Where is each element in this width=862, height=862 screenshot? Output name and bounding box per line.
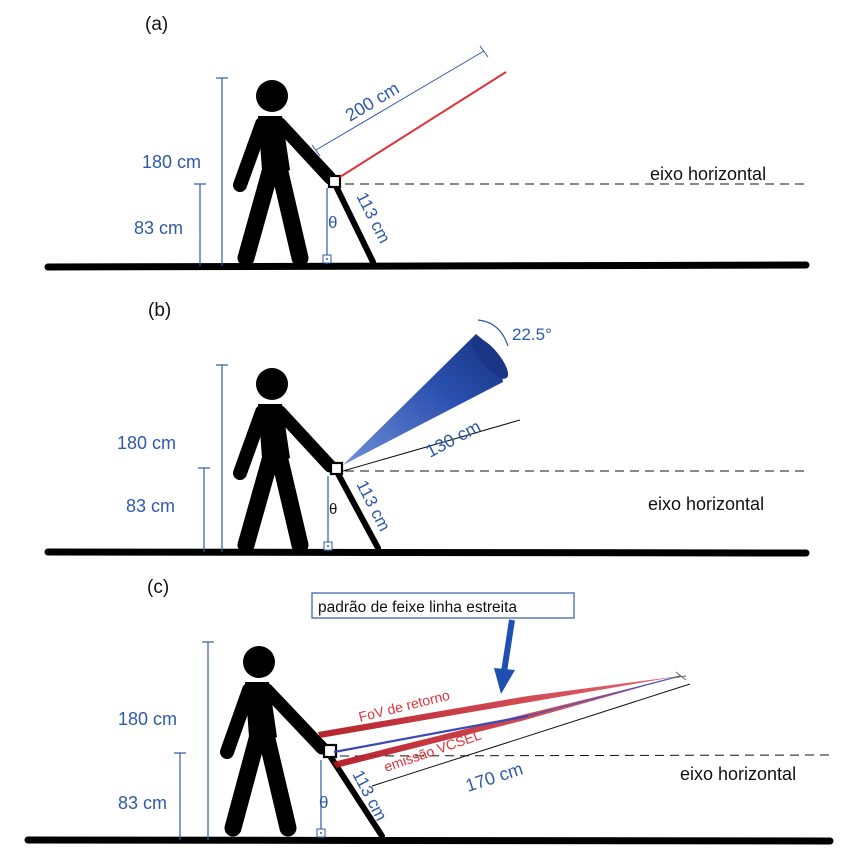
callout-label: padrão de feixe linha estreita	[318, 599, 517, 616]
height-sensor-label: 83 cm	[134, 218, 183, 238]
horizontal-axis	[339, 754, 833, 757]
angle-theta-label: θ	[319, 793, 328, 812]
callout-arrow	[501, 619, 515, 673]
sensor-box-icon	[327, 174, 342, 189]
beam-length-label: 170 cm	[463, 759, 525, 796]
panel-label: (b)	[148, 300, 171, 321]
panel-b: (b) 180 cm 83 cm θ 113 cm eixo horizonta…	[44, 300, 810, 557]
cane	[327, 753, 385, 839]
height-total-label: 180 cm	[118, 709, 177, 729]
panel-c: (c) padrão de feixe linha estreita 180 c…	[24, 577, 834, 845]
beam-length-label: 200 cm	[342, 78, 403, 126]
fov-return-beam	[318, 676, 680, 738]
panel-label: (c)	[147, 577, 169, 598]
angle-theta-label: θ	[329, 501, 337, 518]
cone-angle-arc	[477, 319, 509, 347]
beam-length-dimension	[315, 50, 485, 151]
callout-box	[311, 592, 575, 619]
sensor-cone	[343, 334, 503, 465]
axis-label: eixo horizontal	[650, 164, 766, 184]
laser-beam	[339, 71, 507, 178]
beam-length-label: 130 cm	[422, 416, 484, 461]
axis-label: eixo horizontal	[648, 494, 764, 514]
ground-line	[24, 836, 834, 845]
height-sensor-label: 83 cm	[118, 793, 167, 813]
person-walking-icon	[220, 646, 329, 837]
cane	[333, 467, 381, 551]
callout-arrowhead-icon	[494, 668, 515, 694]
cane	[331, 179, 376, 265]
cone-length-dimension	[342, 419, 521, 472]
cane-length-label: 113 cm	[352, 477, 394, 534]
panel-label: (a)	[145, 14, 168, 35]
ground-line	[44, 548, 810, 557]
height-sensor-label: 83 cm	[126, 496, 175, 516]
person-walking-icon	[233, 368, 337, 554]
center-beam	[333, 714, 529, 754]
angle-theta-label: θ	[328, 213, 337, 232]
height-total-label: 180 cm	[117, 433, 176, 453]
height-total-label: 180 cm	[142, 152, 201, 172]
ground-line	[44, 261, 810, 271]
axis-label: eixo horizontal	[680, 764, 796, 784]
panel-a: (a) 180 cm 83 cm θ 113 cm eixo horizonta…	[44, 14, 810, 271]
sensor-box-icon	[329, 461, 344, 476]
person-walking-icon	[233, 80, 337, 267]
cone-angle-label: 22.5°	[512, 325, 552, 344]
range-dimension	[371, 683, 691, 787]
